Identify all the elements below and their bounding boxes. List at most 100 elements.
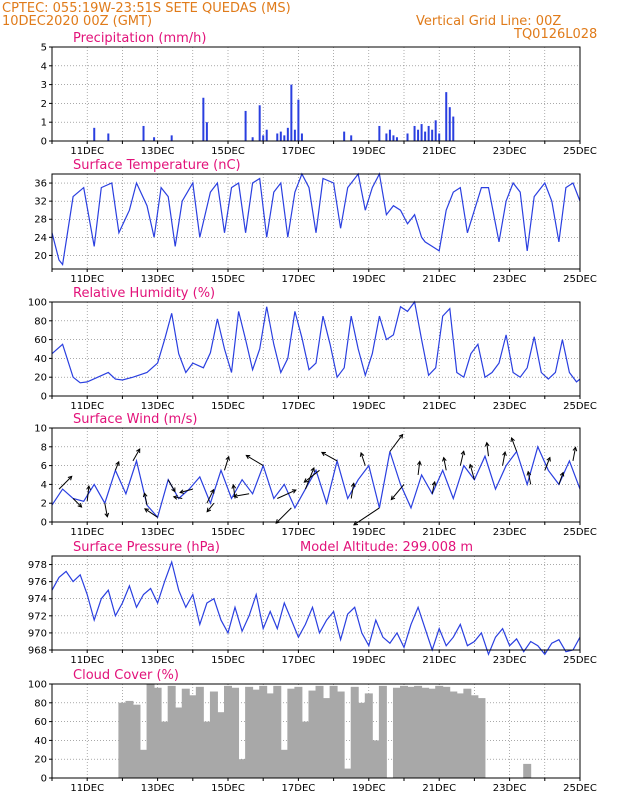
bar bbox=[276, 133, 279, 141]
y-tick-label: 40 bbox=[34, 736, 47, 747]
y-tick-label: 1 bbox=[41, 118, 47, 129]
bar bbox=[434, 120, 437, 141]
wind-arrow-head bbox=[115, 460, 120, 466]
wind-arrow-head bbox=[179, 489, 185, 494]
series-line bbox=[51, 559, 581, 657]
y-tick-label: 24 bbox=[34, 233, 47, 244]
wind-arrow-head bbox=[559, 471, 565, 477]
series-line bbox=[51, 300, 581, 384]
wind-arrow bbox=[72, 498, 82, 508]
bar bbox=[142, 125, 145, 141]
y-tick-label: 10 bbox=[34, 424, 47, 435]
bar bbox=[364, 693, 373, 778]
wind-arrow-head bbox=[172, 495, 178, 500]
bar bbox=[265, 129, 268, 141]
bar bbox=[357, 702, 366, 778]
bar bbox=[244, 110, 247, 141]
y-tick-label: 968 bbox=[28, 646, 47, 657]
wind-arrow-head bbox=[210, 488, 215, 494]
panel-title: Relative Humidity (%) bbox=[73, 286, 215, 301]
y-tick-label: 8 bbox=[41, 442, 47, 453]
bar bbox=[448, 107, 451, 141]
bar bbox=[209, 691, 218, 778]
bar bbox=[300, 133, 303, 141]
wind-arrow bbox=[206, 489, 215, 504]
panel-temp: 20 24 28 32 36 11DEC 13DEC 15DEC 17DEC 19DEC 21DEC… bbox=[34, 158, 597, 285]
wind-arrow bbox=[350, 483, 355, 499]
x-tick-label: 17DEC bbox=[282, 527, 316, 538]
wind-arrow bbox=[390, 484, 405, 500]
bar bbox=[224, 685, 232, 778]
wind-arrow-head bbox=[431, 480, 437, 486]
bar bbox=[93, 127, 96, 141]
wind-arrow-head bbox=[484, 441, 490, 447]
wind-arrow bbox=[233, 493, 250, 497]
wind-arrow-head bbox=[390, 495, 396, 501]
panel-frame bbox=[51, 427, 581, 523]
wind-arrow-head bbox=[502, 451, 507, 457]
wind-arrow bbox=[206, 502, 215, 512]
panel-precip: 0 1 2 3 4 5 11DEC 13DEC 15DEC 17DEC 19DEC 21DEC 23DE… bbox=[41, 31, 597, 157]
x-tick-label: 15DEC bbox=[211, 527, 245, 538]
panel-rh: 0 20 40 60 80 100 11DEC 13DEC 15DEC 17DEC 19DEC 21D… bbox=[28, 286, 597, 412]
wind-arrow bbox=[179, 488, 193, 493]
bar bbox=[329, 685, 338, 778]
wind-arrow bbox=[303, 469, 320, 483]
x-tick-label: 19DEC bbox=[352, 783, 386, 794]
x-tick-label: 21DEC bbox=[422, 655, 456, 666]
bar bbox=[216, 712, 225, 778]
bar bbox=[280, 749, 289, 778]
wind-arrow bbox=[511, 437, 518, 452]
panel-pressure: 968 970 972 974 976 978 11DEC 13DEC 15DEC 17DEC 19… bbox=[28, 540, 597, 666]
y-tick-label: 60 bbox=[34, 335, 47, 346]
bar bbox=[388, 129, 391, 141]
y-tick-label: 2 bbox=[41, 99, 47, 110]
wind-arrow bbox=[173, 496, 183, 499]
wind-arrow bbox=[58, 476, 73, 490]
x-tick-label: 15DEC bbox=[211, 401, 245, 412]
bar bbox=[262, 135, 265, 141]
panel-cloud: 0 20 40 60 80 100 11DEC 13DEC 15DEC 17DEC 19DEC 21D… bbox=[28, 668, 597, 794]
y-tick-label: 978 bbox=[28, 560, 47, 571]
wind-arrow-head bbox=[245, 454, 251, 460]
y-tick-label: 40 bbox=[34, 354, 47, 365]
wind-arrow bbox=[104, 503, 108, 517]
wind-arrow bbox=[572, 447, 576, 461]
bar bbox=[421, 687, 430, 778]
wind-arrow-head bbox=[86, 485, 91, 490]
wind-arrow bbox=[275, 507, 292, 524]
y-tick-label: 100 bbox=[28, 680, 47, 691]
x-tick-label: 17DEC bbox=[282, 783, 316, 794]
wind-arrow-head bbox=[526, 470, 532, 476]
wind-arrow-head bbox=[417, 460, 422, 466]
x-tick-label: 25DEC bbox=[563, 274, 597, 285]
x-tick-label: 13DEC bbox=[141, 146, 175, 157]
wind-arrow-head bbox=[136, 448, 141, 454]
bar bbox=[167, 685, 176, 778]
bar bbox=[160, 721, 169, 778]
bar bbox=[407, 686, 416, 778]
wind-arrow-head bbox=[359, 451, 365, 457]
wind-arrow-head bbox=[350, 482, 356, 488]
y-tick-label: 3 bbox=[41, 80, 47, 91]
bar bbox=[251, 137, 254, 141]
header-model-code: TQ0126L028 bbox=[514, 27, 598, 42]
bar bbox=[435, 685, 444, 778]
wind-arrow-head bbox=[232, 493, 238, 499]
x-tick-label: 19DEC bbox=[352, 146, 386, 157]
bar bbox=[287, 688, 296, 778]
x-tick-label: 17DEC bbox=[282, 274, 316, 285]
bar bbox=[195, 686, 204, 778]
bar bbox=[452, 116, 455, 141]
bar bbox=[417, 129, 420, 141]
wind-arrow-head bbox=[320, 451, 326, 457]
panel-frame bbox=[51, 173, 581, 270]
wind-arrow bbox=[417, 461, 421, 476]
wind-arrow bbox=[114, 461, 120, 471]
bar bbox=[413, 125, 416, 141]
bar bbox=[424, 131, 427, 141]
y-tick-label: 4 bbox=[41, 61, 47, 72]
wind-arrow-head bbox=[510, 436, 515, 442]
wind-arrow-head bbox=[171, 487, 176, 493]
bar bbox=[202, 97, 205, 141]
